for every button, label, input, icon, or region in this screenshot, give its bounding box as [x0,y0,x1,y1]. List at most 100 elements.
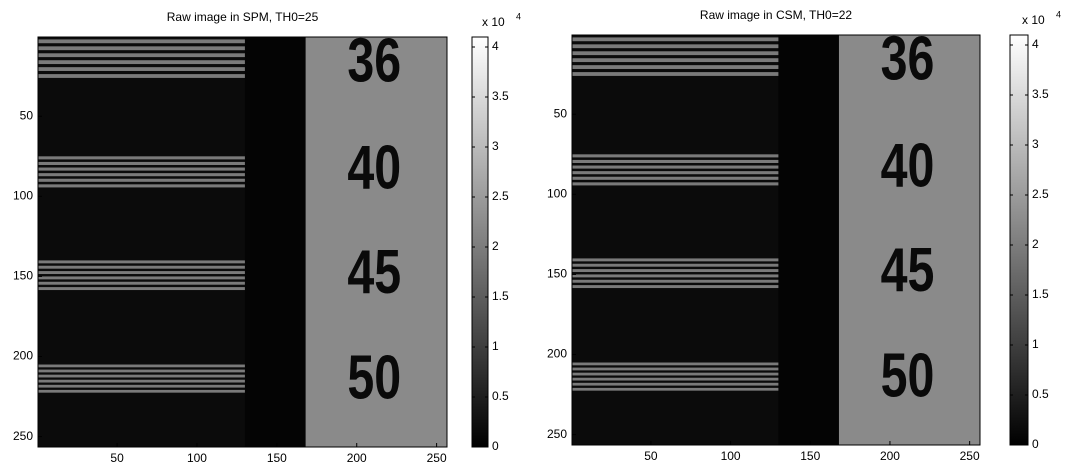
digit-group: 45 [347,237,401,306]
y-tick-label: 200 [547,347,567,361]
colorbar-tick-label: 0.5 [492,389,509,403]
stripe [572,165,779,169]
colorbar-tick-label: 0 [492,439,499,453]
x-tick-label: 150 [267,451,287,465]
stripe [38,67,245,71]
y-tick-label: 50 [554,106,568,120]
image-text: 50 [881,341,935,410]
dark-band [244,37,306,447]
stripe [572,387,779,391]
x-tick-label: 150 [800,449,820,463]
digit-group: 36 [881,24,935,93]
colorbar-tick-label: 3 [492,139,499,153]
colorbar-tick-label: 0 [1032,437,1039,451]
y-tick-label: 150 [13,269,33,283]
image-text: 40 [881,131,935,200]
x-tick-label: 50 [110,451,124,465]
stripe [38,39,245,44]
chart-title: Raw image in CSM, TH0=22 [700,8,853,22]
colorbar [471,36,489,448]
stripe [38,389,245,393]
stripe [38,167,245,171]
stripe [572,367,779,371]
gray-area [838,35,980,445]
colorbar-tick-label: 2 [1032,237,1039,251]
stripe [38,374,245,378]
x-tick-label: 200 [347,451,367,465]
x-tick-label: 100 [721,449,741,463]
stripe [38,156,245,160]
stripe [38,281,245,285]
stripe [38,287,245,291]
stripe [572,65,779,69]
stripe [38,46,245,51]
colorbar-multiplier: x 10 [1022,13,1045,27]
y-tick-label: 50 [20,108,34,122]
image-text: 40 [347,133,401,202]
stripe [38,271,245,275]
stripe [38,74,245,78]
colorbar-exponent: 4 [516,11,521,21]
stripe [38,184,245,188]
colorbar-tick-label: 0.5 [1032,387,1049,401]
stripe [38,53,245,58]
colorbar-tick-label: 2 [492,239,499,253]
stripe [572,176,779,180]
y-tick-label: 250 [547,427,567,441]
dark-band [778,35,839,445]
stripe [572,279,779,283]
x-tick-label: 250 [427,451,447,465]
x-tick-label: 200 [880,449,900,463]
colorbar-tick-label: 3 [1032,137,1039,151]
digit-group: 45 [881,235,935,304]
digit-group: 50 [881,341,935,410]
colorbar-tick-label: 2.5 [1032,187,1049,201]
colorbar-tick-label: 1 [1032,337,1039,351]
stripe [38,379,245,383]
stripe [572,258,779,262]
stripe [572,263,779,267]
chart-title: Raw image in SPM, TH0=25 [167,10,319,24]
stripe [572,154,779,158]
stripe [572,171,779,175]
image-text: 45 [347,237,401,306]
image-text: 45 [881,235,935,304]
y-tick-label: 200 [13,349,33,363]
gray-area [305,37,447,447]
x-tick-label: 50 [644,449,658,463]
y-tick-label: 100 [13,189,33,203]
stripe [38,161,245,166]
image-text: 36 [881,24,935,93]
stripe [572,285,779,289]
axes-frame [571,34,981,446]
stripe [38,384,245,388]
colorbar-exponent: 4 [1056,9,1061,19]
stripe [572,362,779,366]
stripe [572,372,779,376]
stripe [572,382,779,386]
stripe [572,377,779,381]
stripe [38,60,245,65]
y-tick-label: 100 [547,187,567,201]
y-tick-label: 250 [13,429,33,443]
colorbar-tick-label: 1 [492,339,499,353]
x-tick-label: 100 [187,451,207,465]
stripe [572,37,779,42]
colorbar-tick-label: 3.5 [492,89,509,103]
colorbar-tick-label: 1.5 [1032,287,1049,301]
stripe [38,260,245,264]
axes-frame [37,36,448,448]
colorbar-tick-label: 4 [1032,37,1039,51]
stripe [38,265,245,269]
stripe [572,274,779,278]
stripe [572,44,779,49]
stripe [572,58,779,63]
colorbar-tick-label: 2.5 [492,189,509,203]
digit-group: 40 [881,131,935,200]
stripe [38,178,245,182]
stripe [572,269,779,273]
stripe [572,51,779,56]
colorbar-multiplier: x 10 [482,15,505,29]
digit-group: 40 [347,133,401,202]
